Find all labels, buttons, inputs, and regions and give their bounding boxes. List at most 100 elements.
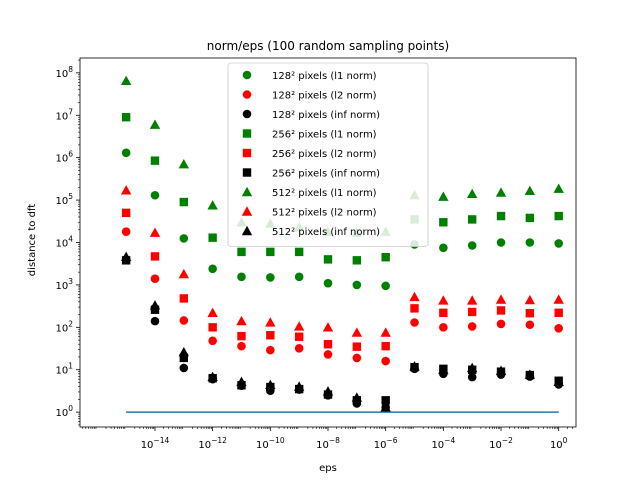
y-tick-label: 105 (55, 192, 73, 207)
y-tick-label: 104 (55, 235, 73, 250)
axes-frame (79, 57, 577, 428)
x-tick-label: 10−2 (489, 436, 513, 451)
data-point-series-4 (266, 331, 275, 340)
data-point-series-2 (150, 316, 160, 326)
data-point-series-8 (351, 392, 363, 402)
data-point-series-6 (207, 200, 218, 210)
data-point-series-8 (207, 371, 218, 382)
data-point-series-8 (466, 362, 478, 373)
y-axis-title: distance to dft (27, 204, 38, 276)
data-point-series-4 (150, 252, 160, 261)
legend-label: 256² pixels (l2 norm) (272, 149, 377, 160)
legend-entry: 128² pixels (l2 norm) (242, 90, 377, 102)
legend-marker (242, 168, 252, 177)
x-tick-label: 10−8 (316, 436, 340, 451)
data-point-series-2 (179, 363, 189, 373)
plot-area: 10−14 10−12 10−10 10−8 10−6 10−4 10−2 100 100 101… (55, 57, 577, 451)
data-point-series-1 (410, 318, 419, 327)
data-point-series-4 (381, 341, 390, 351)
legend-entry: 128² pixels (inf norm) (242, 109, 380, 121)
data-point-series-6 (495, 187, 507, 197)
data-point-series-1 (121, 227, 131, 236)
data-point-series-8 (553, 376, 564, 386)
data-point-series-3 (467, 215, 477, 224)
data-point-series-4 (208, 323, 217, 332)
data-point-series-7 (380, 327, 391, 337)
data-point-series-6 (178, 159, 190, 169)
data-point-series-0 (554, 239, 563, 248)
data-point-series-6 (149, 119, 161, 129)
data-point-series-1 (208, 336, 217, 346)
legend: 128² pixels (l1 norm) 128² pixels (l2 nor… (227, 62, 429, 247)
data-point-series-7 (149, 227, 161, 237)
data-point-series-8 (438, 364, 449, 374)
data-point-series-1 (294, 344, 304, 353)
data-point-series-1 (439, 323, 448, 332)
data-point-series-0 (208, 264, 217, 274)
data-point-series-8 (265, 379, 276, 390)
data-point-series-0 (439, 243, 448, 253)
data-point-series-1 (150, 274, 160, 284)
data-point-series-7 (178, 268, 190, 279)
data-point-series-4 (323, 340, 333, 349)
data-point-series-7 (351, 327, 363, 337)
data-point-series-8 (236, 376, 247, 386)
y-tick-label: 102 (55, 319, 73, 334)
data-point-series-3 (323, 255, 333, 264)
legend-entry: 256² pixels (l1 norm) (242, 129, 377, 141)
data-point-series-8 (149, 300, 161, 310)
legend-marker (242, 70, 252, 80)
legend-label: 128² pixels (inf norm) (272, 110, 380, 121)
x-tick-label: 10−14 (141, 436, 170, 451)
data-point-series-6 (524, 185, 536, 196)
data-point-series-0 (294, 272, 304, 282)
legend-label: 256² pixels (l1 norm) (272, 130, 377, 141)
data-point-series-8 (178, 346, 190, 357)
data-point-series-3 (208, 233, 217, 242)
data-point-series-5 (381, 396, 390, 405)
data-point-series-1 (525, 320, 535, 330)
data-point-series-0 (352, 280, 362, 290)
data-point-series-4 (554, 308, 563, 318)
data-point-series-7 (495, 294, 507, 304)
data-point-series-1 (323, 350, 333, 359)
data-point-series-3 (525, 213, 535, 223)
legend-marker (242, 90, 252, 99)
data-point-series-7 (438, 295, 449, 305)
data-point-series-4 (121, 208, 131, 218)
data-point-series-1 (381, 356, 390, 366)
x-tick-label: 10−4 (431, 436, 455, 451)
data-point-series-3 (179, 197, 189, 207)
x-axis-title: eps (319, 463, 337, 474)
data-point-series-1 (179, 316, 189, 325)
legend-marker (241, 206, 253, 216)
data-point-series-4 (496, 306, 506, 315)
data-point-series-3 (121, 112, 131, 122)
data-point-series-4 (410, 304, 419, 313)
data-point-series-0 (467, 241, 477, 250)
data-point-series-0 (150, 190, 160, 200)
y-tick-label: 103 (55, 277, 73, 292)
legend-box (227, 62, 429, 247)
legend-entry: 512² pixels (l1 norm) (241, 186, 377, 199)
data-point-series-8 (409, 361, 420, 371)
legend-label: 128² pixels (l1 norm) (272, 71, 377, 82)
data-point-series-8 (380, 402, 391, 412)
data-point-series-7 (322, 322, 334, 332)
legend-marker (241, 186, 253, 197)
data-point-series-3 (294, 247, 304, 257)
data-point-series-8 (322, 386, 334, 396)
data-point-series-4 (179, 294, 189, 303)
data-point-series-7 (553, 294, 564, 304)
data-point-series-0 (496, 238, 506, 247)
y-tick-label: 108 (55, 65, 73, 80)
data-point-series-7 (409, 291, 420, 302)
data-point-series-4 (525, 309, 535, 318)
data-point-series-3 (496, 211, 506, 221)
data-point-series-1 (237, 341, 246, 351)
data-point-series-0 (237, 272, 246, 282)
y-tick-label: 106 (55, 150, 73, 165)
data-point-series-1 (352, 353, 362, 363)
y-tick-label: 101 (55, 362, 73, 377)
